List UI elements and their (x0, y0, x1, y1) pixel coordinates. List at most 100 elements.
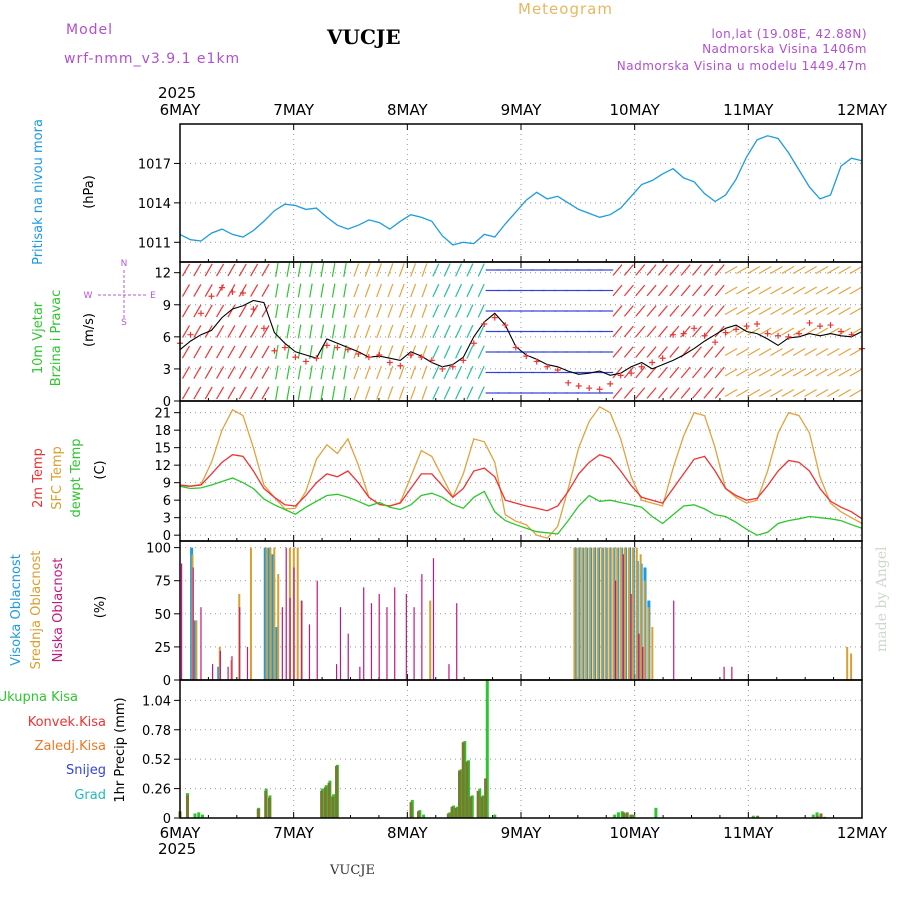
cloud-label-high: Visoka Oblacnost (9, 554, 24, 666)
wind-arrow (387, 283, 394, 298)
wind-gust-marker (334, 344, 341, 351)
total-rain-bar (470, 795, 474, 818)
wind-arrow (703, 387, 714, 399)
low-cloud-bar (336, 664, 338, 680)
mid-cloud-bar (850, 653, 853, 680)
wind-arrow (376, 365, 383, 380)
low-cloud-bar (181, 563, 183, 680)
wind-arrow (669, 387, 680, 399)
conv-rain-bar (484, 778, 488, 818)
wind-arrow (815, 388, 829, 398)
wind-arrow (466, 304, 474, 318)
day-label-bottom: 12MAY (837, 824, 888, 842)
day-label-bottom: 10MAY (610, 824, 661, 842)
wind-arrow (646, 346, 657, 358)
wind-arrow (364, 283, 371, 298)
wind-arrow (181, 345, 191, 359)
mid-cloud-bar (624, 547, 627, 680)
wind-arrow (612, 325, 623, 338)
dewpoint-line (179, 477, 863, 536)
y-tick-label: 0.26 (142, 783, 171, 798)
total-rain-bar (455, 806, 459, 818)
wind-arrow (826, 347, 840, 357)
wind-arrow (421, 324, 428, 339)
wind-arrow (410, 324, 417, 339)
wind-gust-marker (701, 332, 708, 339)
wind-arrow (286, 345, 291, 359)
wind-arrow (635, 264, 646, 276)
y-tick-label: 0 (163, 529, 171, 544)
wind-gust-marker (449, 363, 456, 370)
wind-gust-marker (512, 344, 519, 351)
wind-arrow (238, 304, 247, 318)
total-rain-bar (485, 680, 489, 818)
mid-cloud-bar (581, 547, 584, 680)
wind-arrow (703, 366, 714, 379)
total-rain-bar (197, 812, 201, 818)
low-cloud-bar (723, 666, 725, 680)
wind-arrow (477, 365, 485, 380)
footer-station: VUCJE (329, 863, 375, 878)
day-label-top: 8MAY (387, 101, 429, 119)
wind-arrow (353, 304, 360, 318)
wind-arrow (432, 263, 440, 277)
year-bottom: 2025 (158, 840, 196, 858)
wind-arrow (320, 324, 325, 339)
wind-unit: (m/s) (82, 313, 97, 347)
wind-arrow (193, 263, 202, 277)
total-rain-bar (815, 812, 819, 818)
wind-gust-marker (680, 330, 687, 337)
wind-arrow (343, 324, 347, 339)
wind-gust-marker (481, 321, 488, 328)
temp-label-dew: dewpt Temp (69, 438, 84, 517)
wind-arrow (804, 347, 817, 357)
total-rain-bar (811, 814, 815, 818)
wind-arrow (815, 327, 829, 336)
wind-arrow (714, 264, 725, 276)
conv-rain-bar (625, 812, 629, 818)
wind-gust-marker (775, 332, 782, 339)
wind-arrow (410, 365, 417, 380)
wind-gust-marker (323, 342, 330, 349)
pressure-panel: 1011 1014 1017 (138, 124, 863, 262)
conv-rain-bars (178, 742, 827, 818)
wind-gust-marker (607, 380, 614, 387)
wind-arrow (657, 387, 668, 399)
wind-arrow (612, 387, 623, 399)
wind-gust-marker (470, 340, 477, 347)
wind-arrow (680, 264, 691, 276)
mid-cloud-bar (608, 547, 611, 680)
day-label-top: 9MAY (501, 101, 543, 119)
wind-arrow (331, 263, 336, 277)
wind-arrow (250, 263, 259, 277)
conv-rain-bar (454, 807, 458, 818)
wind-arrow (376, 304, 383, 318)
mid-cloud-bar (265, 547, 268, 680)
wind-arrow (297, 283, 302, 298)
wind-gust-marker (460, 357, 467, 364)
compass-north: N (121, 259, 128, 269)
mid-cloud-bar (195, 620, 198, 680)
wind-arrow (770, 327, 783, 336)
wind-arrow (477, 304, 485, 318)
wind-arrow (238, 325, 247, 338)
y-tick-label: 9 (163, 477, 171, 492)
wind-arrow (227, 345, 236, 359)
wind-arrow (275, 263, 279, 277)
wind-arrow (275, 365, 279, 380)
wind-arrow (680, 284, 691, 297)
mid-cloud-bar (592, 547, 595, 680)
conv-rain-bar (461, 742, 465, 818)
wind-gust-marker (386, 359, 393, 366)
wind-arrow (398, 365, 405, 380)
cloud-unit: (%) (93, 596, 108, 619)
wind-arrow (758, 286, 772, 295)
low-cloud-bar (239, 607, 241, 680)
wind-arrow (792, 265, 806, 275)
wind-arrow (331, 283, 336, 298)
wind-gust-marker (355, 350, 362, 357)
compass-south: S (121, 318, 127, 328)
conv-rain-bar (409, 802, 413, 818)
precip-label-conv: Konvek.Kisa (28, 715, 106, 730)
wind-arrow (680, 366, 691, 379)
